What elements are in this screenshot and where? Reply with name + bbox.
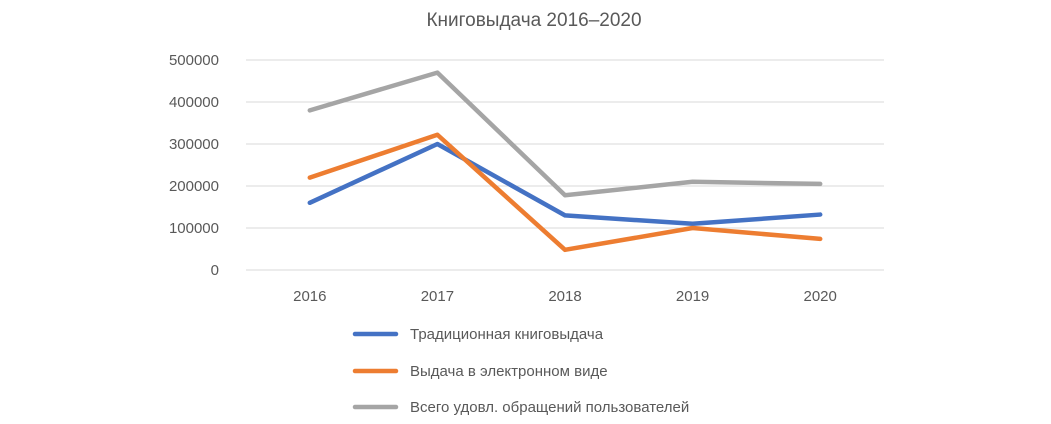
legend-item: Выдача в электронном виде xyxy=(352,363,608,380)
y-tick-label: 400000 xyxy=(169,94,219,111)
y-axis-tick-labels: 0 100000 200000 300000 400000 500000 xyxy=(169,52,219,279)
y-tick-label: 200000 xyxy=(169,178,219,195)
y-tick-label: 100000 xyxy=(169,220,219,237)
legend-label: Всего удовл. обращений пользователей xyxy=(410,399,689,416)
legend-label: Выдача в электронном виде xyxy=(410,363,608,380)
gridlines xyxy=(246,59,884,271)
x-tick-label: 2018 xyxy=(548,288,581,305)
x-axis-tick-labels: 2016 2017 2018 2019 2020 xyxy=(293,288,837,305)
series-lines xyxy=(307,70,823,253)
series-line-3 xyxy=(307,70,823,198)
x-tick-label: 2019 xyxy=(676,288,709,305)
series-line-1 xyxy=(307,141,823,227)
legend: Традиционная книговыдача Выдача в электро… xyxy=(352,326,689,416)
x-tick-label: 2016 xyxy=(293,288,326,305)
x-tick-label: 2020 xyxy=(804,288,837,305)
chart-title: Книговыдача 2016–2020 xyxy=(426,10,641,31)
series-line-2 xyxy=(307,132,823,253)
legend-item: Традиционная книговыдача xyxy=(352,326,604,343)
y-tick-label: 0 xyxy=(211,262,219,279)
legend-item: Всего удовл. обращений пользователей xyxy=(352,399,689,416)
y-tick-label: 500000 xyxy=(169,52,219,69)
legend-label: Традиционная книговыдача xyxy=(410,326,604,343)
y-tick-label: 300000 xyxy=(169,136,219,153)
x-tick-label: 2017 xyxy=(421,288,454,305)
